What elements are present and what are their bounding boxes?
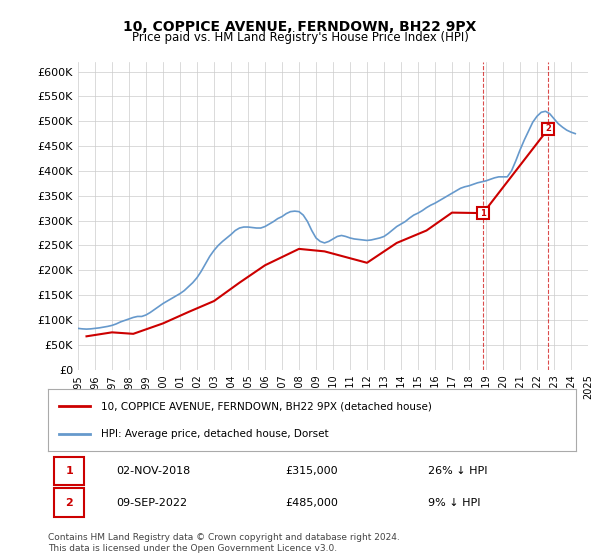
Text: 2: 2 [545, 124, 551, 133]
Text: 2: 2 [65, 498, 73, 508]
Text: 1: 1 [480, 209, 486, 218]
Text: HPI: Average price, detached house, Dorset: HPI: Average price, detached house, Dors… [101, 428, 328, 438]
Text: 9% ↓ HPI: 9% ↓ HPI [428, 498, 481, 508]
FancyBboxPatch shape [55, 488, 84, 517]
Text: £315,000: £315,000 [286, 466, 338, 476]
Text: 09-SEP-2022: 09-SEP-2022 [116, 498, 188, 508]
Text: 10, COPPICE AVENUE, FERNDOWN, BH22 9PX: 10, COPPICE AVENUE, FERNDOWN, BH22 9PX [124, 20, 476, 34]
FancyBboxPatch shape [55, 456, 84, 486]
Text: Contains HM Land Registry data © Crown copyright and database right 2024.
This d: Contains HM Land Registry data © Crown c… [48, 533, 400, 553]
Text: 02-NOV-2018: 02-NOV-2018 [116, 466, 191, 476]
Text: 10, COPPICE AVENUE, FERNDOWN, BH22 9PX (detached house): 10, COPPICE AVENUE, FERNDOWN, BH22 9PX (… [101, 402, 431, 412]
Text: Price paid vs. HM Land Registry's House Price Index (HPI): Price paid vs. HM Land Registry's House … [131, 31, 469, 44]
Text: 1: 1 [65, 466, 73, 476]
Text: £485,000: £485,000 [286, 498, 338, 508]
Text: 26% ↓ HPI: 26% ↓ HPI [428, 466, 488, 476]
